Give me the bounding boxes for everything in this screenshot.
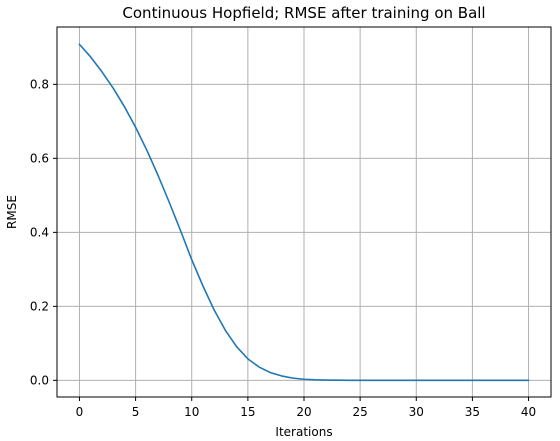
x-tick-label: 25 xyxy=(352,405,367,419)
x-axis-label: Iterations xyxy=(275,425,332,439)
y-tick-label: 0.2 xyxy=(30,299,49,313)
series-layer xyxy=(78,43,530,382)
x-tick-label: 5 xyxy=(132,405,140,419)
x-tick-label: 15 xyxy=(240,405,255,419)
x-tick-label: 20 xyxy=(296,405,311,419)
y-tick-label: 0.0 xyxy=(30,373,49,387)
rmse-series-line xyxy=(78,43,530,382)
plot-area xyxy=(56,26,552,398)
x-tick-label: 35 xyxy=(465,405,480,419)
x-axis: 0 5 10 15 20 25 30 35 40 xyxy=(76,397,536,419)
x-tick-label: 10 xyxy=(184,405,199,419)
x-tick-label: 0 xyxy=(76,405,84,419)
grid-layer xyxy=(57,27,551,397)
y-tick-label: 0.4 xyxy=(30,225,49,239)
y-axis-label: RMSE xyxy=(5,195,19,229)
y-tick-label: 0.6 xyxy=(30,151,49,165)
y-axis: 0.0 0.2 0.4 0.6 0.8 xyxy=(30,77,57,387)
y-tick-label: 0.8 xyxy=(30,77,49,91)
chart-title: Continuous Hopfield; RMSE after training… xyxy=(122,4,485,22)
x-tick-label: 40 xyxy=(521,405,536,419)
x-tick-label: 30 xyxy=(409,405,424,419)
